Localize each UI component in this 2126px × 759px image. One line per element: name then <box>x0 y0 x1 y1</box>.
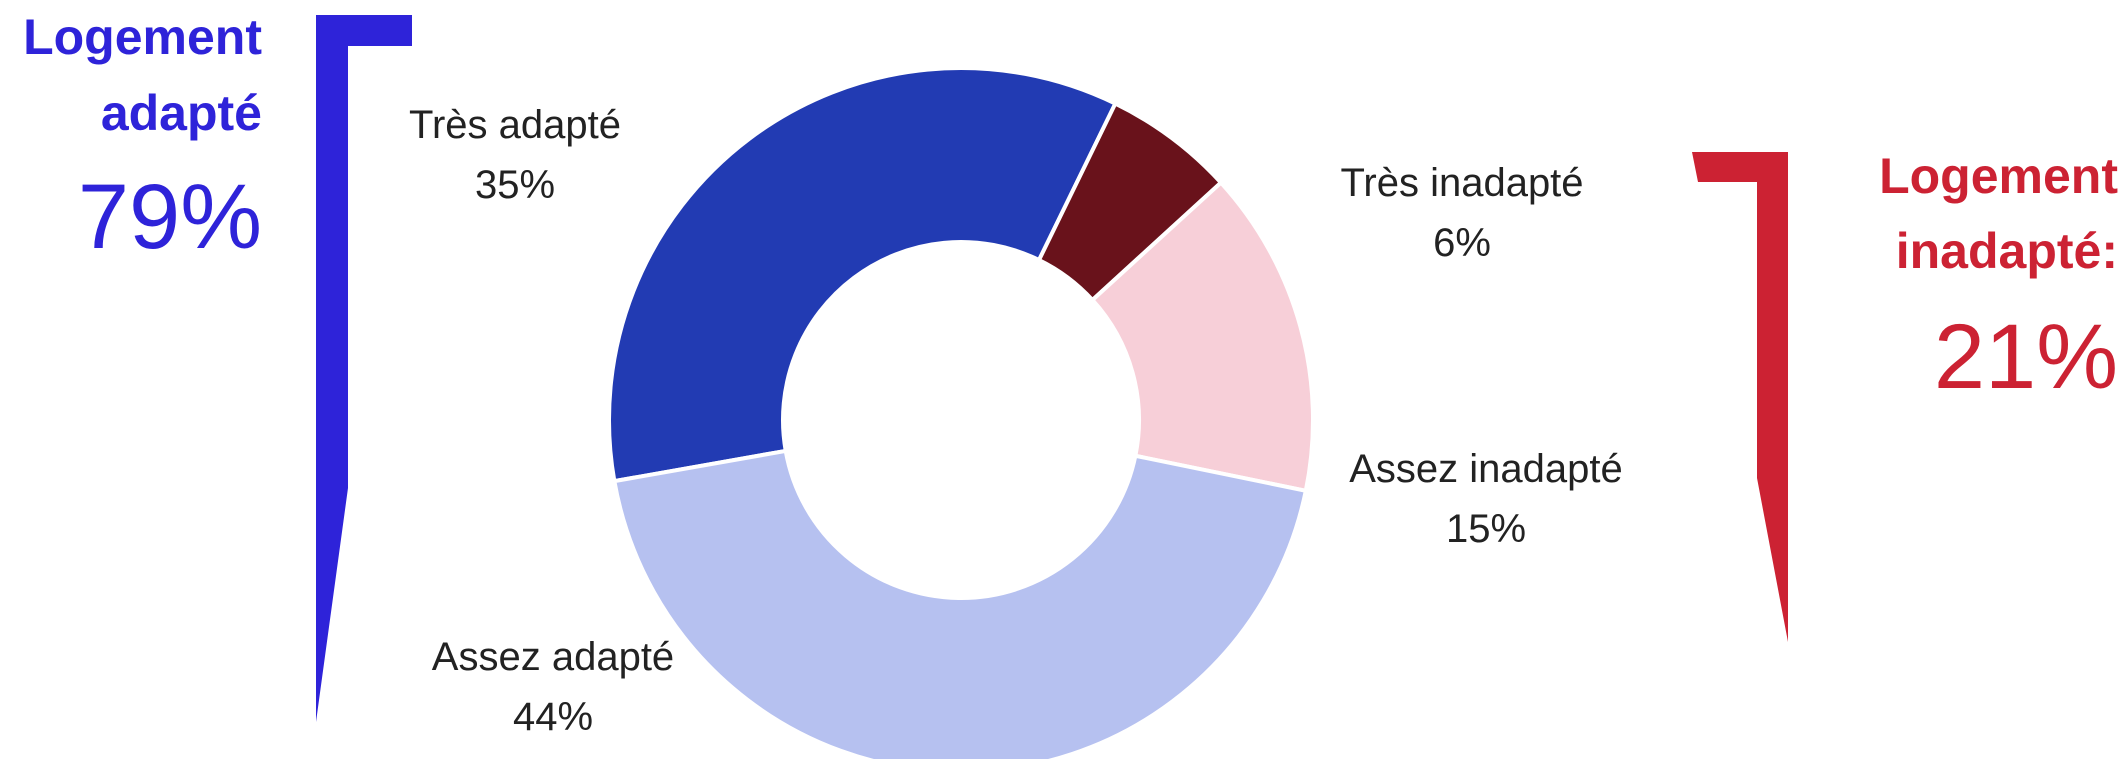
label-tres-adapte: Très adapté <box>409 103 621 147</box>
slice-assez-adapte <box>612 448 1309 759</box>
slice-assez-inadapte <box>1089 179 1315 494</box>
slice-labels: Très adapté 35% Très inadapté 6% Assez i… <box>409 103 1623 739</box>
slice-tres-adapte <box>607 66 1118 484</box>
group-adapte-title-line2: adapté <box>101 85 262 141</box>
label-assez-inadapte: Assez inadapté <box>1349 447 1623 491</box>
donut-slices <box>607 66 1315 759</box>
group-inadapte-title-line1: Logement <box>1879 148 2118 204</box>
group-adapte-value: 79% <box>78 166 262 268</box>
group-adapte-title-line1: Logement <box>23 9 262 65</box>
label-tres-inadapte: Très inadapté <box>1340 161 1583 205</box>
value-tres-adapte: 35% <box>475 163 555 207</box>
group-inadapte-title-line2: inadapté: <box>1896 223 2118 279</box>
bracket-inadapte <box>1692 152 1788 642</box>
value-assez-adapte: 44% <box>513 695 593 739</box>
label-assez-adapte: Assez adapté <box>432 635 674 679</box>
group-inadapte: Logement inadapté: 21% <box>1692 148 2118 642</box>
group-adapte: Logement adapté 79% <box>23 9 412 722</box>
bracket-adapte <box>316 15 412 722</box>
group-inadapte-value: 21% <box>1934 306 2118 408</box>
value-assez-inadapte: 15% <box>1446 507 1526 551</box>
value-tres-inadapte: 6% <box>1433 221 1491 265</box>
